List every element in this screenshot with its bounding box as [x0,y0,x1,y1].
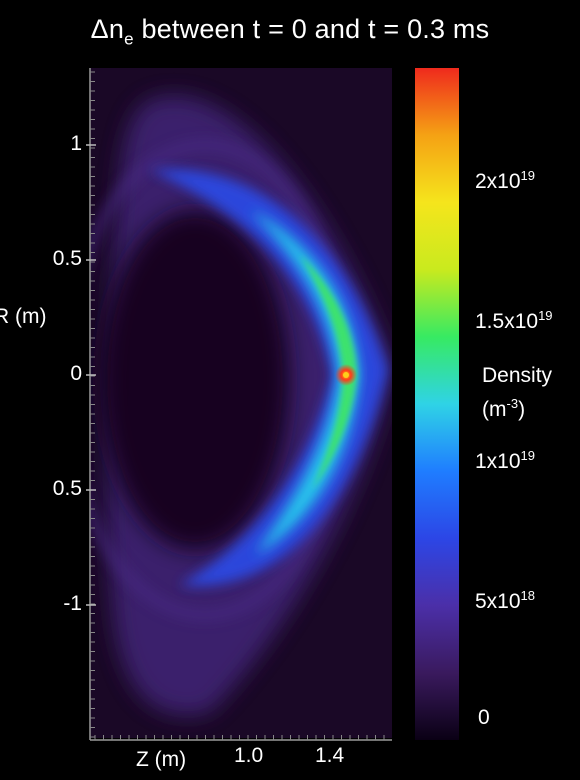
inner-core [100,210,290,550]
x-axis-label: Z (m) [136,748,187,771]
colorbar-title: Density (m-3) [482,364,553,421]
y-tick-label: 0.5 [52,247,82,270]
y-tick-label: 1 [70,132,82,155]
chart-title: Δne between t = 0 and t = 0.3 ms [90,14,490,49]
y-tick-label: 0.5 [52,477,82,500]
green-band [300,255,357,490]
y-major-ticks [86,144,96,606]
colorbar-tick-label: 0 [478,706,490,729]
y-minor-ticks [90,71,95,738]
y-tick-label: 0 [70,362,82,385]
colorbar-tick-label: 2x1019 [475,168,536,193]
density-field [90,95,392,716]
colorbar-tick-label: 1x1019 [475,448,536,473]
colorbar [415,68,459,740]
x-tick-label-1: 1.0 [234,744,264,767]
y-tick-label: -1 [63,592,82,615]
y-axis-label: R (m) [0,305,47,328]
colorbar-tick-label: 1.5x1019 [475,308,553,333]
x-tick-label-2: 1.4 [315,744,345,767]
x-minor-ticks [94,735,385,740]
blue-band [150,169,388,586]
colorbar-tick-label: 5x1018 [475,588,536,613]
